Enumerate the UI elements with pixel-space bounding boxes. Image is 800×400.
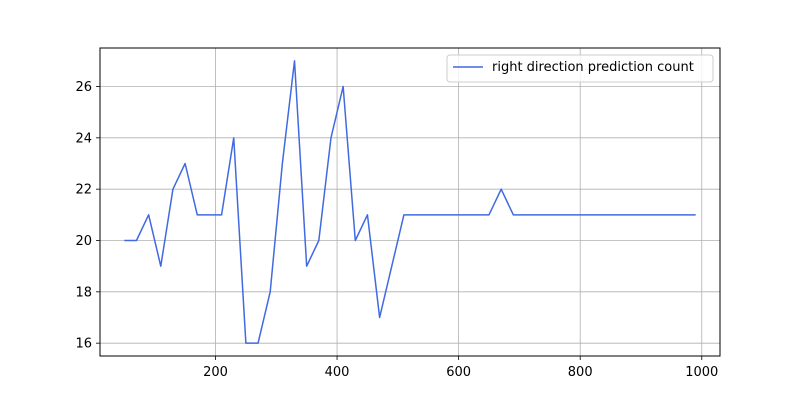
grid-layer bbox=[100, 48, 720, 356]
x-tick-label: 200 bbox=[203, 365, 228, 380]
legend-label: right direction prediction count bbox=[492, 60, 694, 75]
legend-box bbox=[446, 54, 714, 83]
y-tick-label: 24 bbox=[75, 131, 92, 146]
series-line bbox=[124, 60, 696, 344]
x-tick-label: 600 bbox=[446, 365, 471, 380]
tick-layer: 200 400 600 800 1000 16 18 20 22 24 26 bbox=[75, 80, 718, 380]
y-tick-label: 16 bbox=[75, 337, 92, 352]
x-tick-label: 400 bbox=[325, 365, 350, 380]
y-tick-label: 22 bbox=[75, 183, 92, 198]
x-tick-label: 1000 bbox=[685, 365, 718, 380]
x-tick-label: 800 bbox=[568, 365, 593, 380]
y-tick-label: 18 bbox=[75, 285, 92, 300]
y-tick-label: 20 bbox=[75, 234, 92, 249]
y-tick-label: 26 bbox=[75, 80, 92, 95]
series-layer bbox=[124, 60, 696, 344]
legend: right direction prediction count bbox=[446, 54, 714, 83]
plot-frame bbox=[99, 47, 721, 357]
